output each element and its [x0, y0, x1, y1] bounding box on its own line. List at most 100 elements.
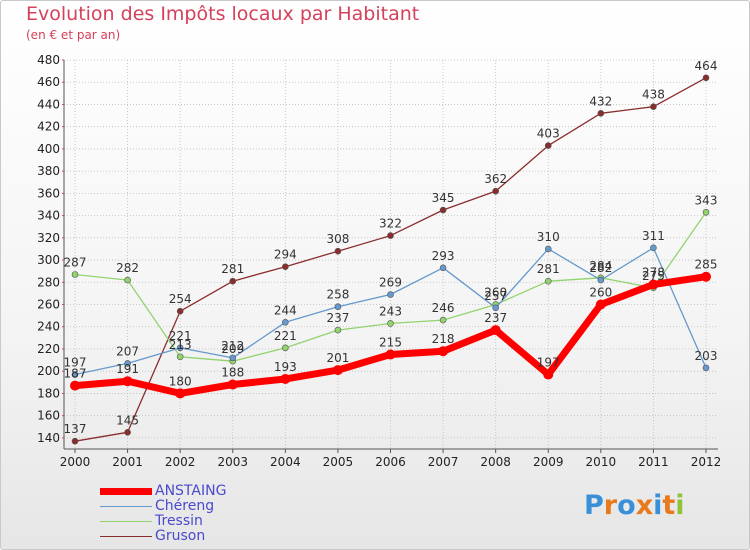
data-label-chreng: 203	[695, 349, 718, 363]
data-point-tressin	[544, 277, 552, 285]
legend-item-anstaing: ANSTAING	[100, 484, 300, 499]
proxiti-logo: Proxiti	[584, 490, 685, 521]
data-point-chreng	[334, 303, 342, 311]
data-label-anstaing: 197	[537, 356, 560, 370]
series-layer	[70, 74, 711, 445]
logo-letter: o	[617, 490, 636, 521]
x-tick-label: 2012	[691, 455, 722, 469]
data-label-anstaing: 201	[326, 351, 349, 365]
data-point-gruson	[650, 103, 657, 110]
data-point-anstaing	[385, 349, 396, 360]
data-point-tressin	[439, 316, 447, 324]
y-tick-label: 240	[37, 320, 60, 334]
data-label-anstaing: 260	[589, 286, 612, 300]
data-point-chreng	[492, 304, 499, 312]
chart-title: Evolution des Impôts locaux par Habitant	[26, 3, 420, 25]
data-point-gruson	[176, 307, 184, 315]
y-tick-label: 440	[37, 97, 60, 111]
data-point-tressin	[282, 344, 289, 352]
data-point-gruson	[124, 429, 131, 436]
data-point-gruson	[334, 247, 342, 255]
legend-label-anstaing: ANSTAING	[155, 483, 227, 499]
data-label-gruson: 145	[116, 413, 139, 427]
y-tick-label: 360	[37, 186, 60, 200]
data-label-tressin: 221	[274, 329, 297, 343]
data-point-anstaing	[122, 376, 133, 387]
data-label-gruson: 137	[64, 422, 87, 436]
data-point-anstaing	[648, 279, 659, 290]
data-point-chreng	[229, 354, 237, 362]
data-point-tressin	[387, 320, 394, 327]
data-label-chreng: 311	[642, 229, 665, 243]
data-point-tressin	[71, 271, 79, 278]
data-point-anstaing	[70, 380, 80, 391]
y-tick-label: 220	[37, 342, 60, 356]
data-label-chreng: 310	[537, 230, 560, 244]
data-point-chreng	[176, 344, 184, 352]
data-label-anstaing: 278	[642, 266, 665, 280]
data-label-gruson: 438	[642, 88, 665, 102]
data-point-chreng	[124, 360, 131, 367]
data-label-tressin: 237	[326, 311, 349, 325]
x-tick-label: 2009	[533, 455, 564, 469]
legend-label-chereng: Chéreng	[155, 498, 215, 514]
y-tick-label: 140	[37, 431, 60, 445]
data-point-chreng	[71, 371, 79, 378]
data-point-anstaing	[438, 346, 449, 357]
data-point-chreng	[439, 264, 447, 272]
y-tick-label: 340	[37, 209, 60, 223]
x-tick-label: 2003	[217, 455, 248, 469]
data-point-anstaing	[175, 388, 186, 399]
data-point-anstaing	[543, 369, 554, 380]
y-tick-label: 280	[37, 275, 60, 289]
legend: ANSTAING Chéreng Tressin Gruson	[100, 484, 300, 544]
data-label-chreng: 269	[379, 276, 402, 290]
data-label-gruson: 403	[537, 127, 560, 141]
x-tick-label: 2004	[270, 455, 301, 469]
data-label-anstaing: 215	[379, 336, 402, 350]
data-label-chreng: 257	[484, 289, 507, 303]
logo-letter: i	[675, 490, 685, 521]
data-label-anstaing: 193	[274, 360, 297, 374]
data-label-tressin: 246	[432, 301, 455, 315]
data-point-gruson	[282, 263, 289, 271]
data-label-chreng: 293	[432, 249, 455, 263]
data-point-tressin	[702, 208, 710, 216]
data-point-chreng	[544, 245, 552, 253]
data-label-gruson: 281	[221, 262, 244, 276]
data-label-tressin: 281	[537, 262, 560, 276]
data-point-chreng	[702, 364, 710, 372]
data-label-tressin: 243	[379, 304, 402, 318]
logo-letter: t	[662, 490, 676, 521]
x-tick-label: 2002	[165, 455, 196, 469]
data-point-gruson	[439, 206, 447, 214]
data-point-chreng	[650, 244, 657, 252]
data-label-tressin: 284	[589, 259, 612, 273]
data-label-gruson: 308	[326, 232, 349, 246]
x-tick-label: 2010	[586, 455, 617, 469]
x-tick-label: 2008	[480, 455, 511, 469]
data-label-tressin: 282	[116, 261, 139, 275]
data-label-anstaing: 187	[64, 367, 87, 381]
data-label-chreng: 197	[64, 356, 87, 370]
y-tick-label: 380	[37, 164, 60, 178]
data-point-gruson	[544, 142, 552, 149]
data-label-gruson: 432	[589, 94, 612, 108]
data-label-tressin: 213	[169, 338, 192, 352]
y-tick-label: 160	[37, 409, 60, 423]
data-point-anstaing	[332, 365, 343, 376]
legend-swatch-gruson	[100, 535, 152, 538]
x-tick-label: 2007	[428, 455, 459, 469]
x-tick-label: 2000	[60, 455, 91, 469]
y-tick-label: 300	[37, 253, 60, 267]
legend-swatch-chereng	[100, 505, 152, 508]
data-point-anstaing	[701, 271, 711, 282]
logo-letter: P	[584, 490, 604, 521]
data-label-chreng: 212	[221, 339, 244, 353]
logo-letter: r	[603, 490, 618, 521]
x-tick-label: 2011	[638, 455, 669, 469]
legend-swatch-anstaing	[100, 488, 152, 495]
label-layer: 137 145 254 281 294 308 322 345 362 403 432 438 464 2…	[64, 59, 718, 436]
y-tick-label: 320	[37, 231, 60, 245]
